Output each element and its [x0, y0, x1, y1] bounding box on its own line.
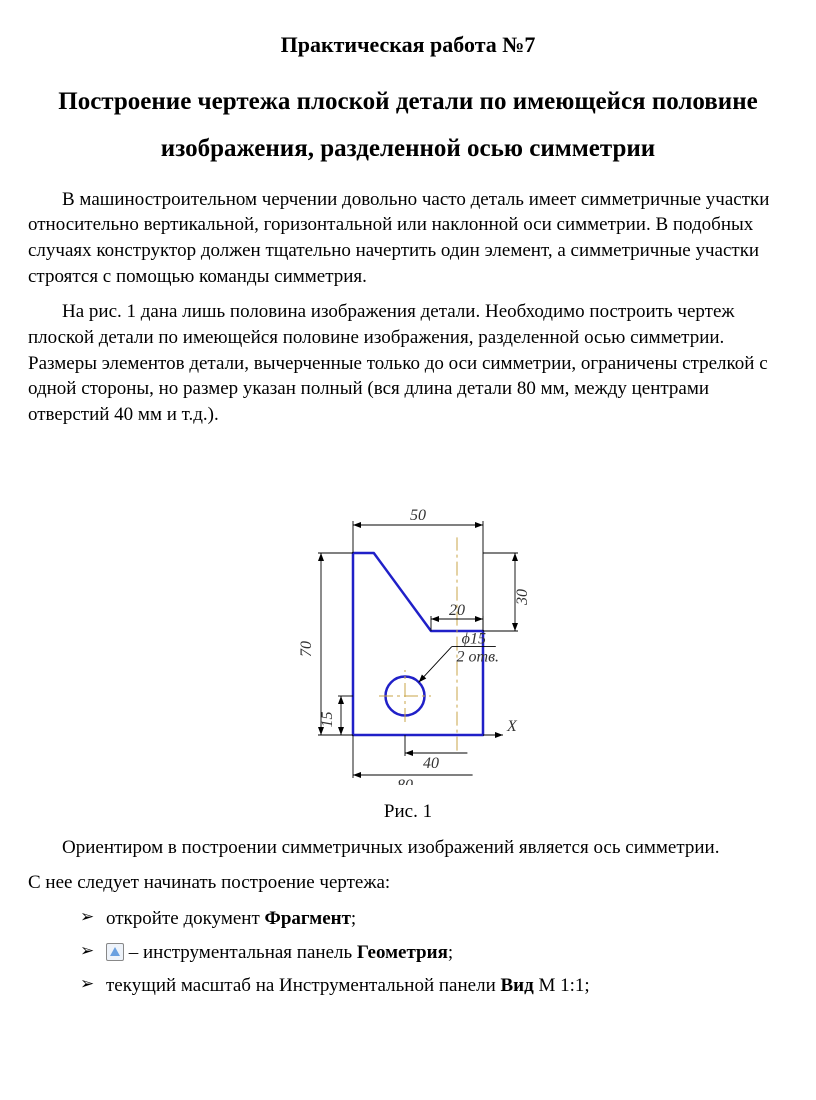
paragraph-4: С нее следует начинать построение чертеж…: [28, 870, 788, 896]
svg-text:ϕ15: ϕ15: [462, 631, 486, 648]
figure-1: 50 20 30 70 15 ϕ152 отв. 40 80 X: [28, 445, 788, 793]
paragraph-3: Ориентиром в построении симметричных изо…: [28, 835, 788, 861]
step-3-bold: Вид: [501, 975, 534, 996]
svg-text:15: 15: [319, 712, 336, 728]
step-3-text-a: текущий масштаб на Инструментальной пане…: [106, 975, 501, 996]
svg-text:X: X: [506, 718, 518, 735]
doc-subtitle: Практическая работа №7: [28, 30, 788, 60]
svg-text:40: 40: [423, 755, 439, 772]
technical-drawing: 50 20 30 70 15 ϕ152 отв. 40 80 X: [243, 445, 573, 785]
figure-1-caption: Рис. 1: [28, 799, 788, 825]
step-2-bold: Геометрия: [357, 942, 448, 963]
svg-text:50: 50: [410, 507, 426, 524]
steps-list: откройте документ Фрагмент; – инструмент…: [28, 906, 788, 999]
doc-title: Построение чертежа плоской детали по име…: [28, 78, 788, 173]
step-2: – инструментальная панель Геометрия;: [80, 940, 788, 966]
paragraph-1: В машиностроительном черчении довольно ч…: [28, 187, 788, 290]
step-1-text-c: ;: [351, 908, 356, 929]
svg-text:70: 70: [298, 641, 315, 657]
svg-text:80: 80: [397, 777, 413, 785]
geometry-panel-icon: [106, 943, 124, 961]
svg-text:30: 30: [514, 589, 531, 606]
step-2-text-a: – инструментальная панель: [124, 942, 357, 963]
step-3: текущий масштаб на Инструментальной пане…: [80, 973, 788, 999]
step-1: откройте документ Фрагмент;: [80, 906, 788, 932]
paragraph-2: На рис. 1 дана лишь половина изображения…: [28, 299, 788, 427]
step-1-text-a: откройте документ: [106, 908, 265, 929]
svg-text:2 отв.: 2 отв.: [457, 649, 500, 666]
svg-text:20: 20: [449, 602, 465, 619]
step-2-text-c: ;: [448, 942, 453, 963]
step-3-text-c: М 1:1;: [534, 975, 590, 996]
step-1-bold: Фрагмент: [265, 908, 351, 929]
